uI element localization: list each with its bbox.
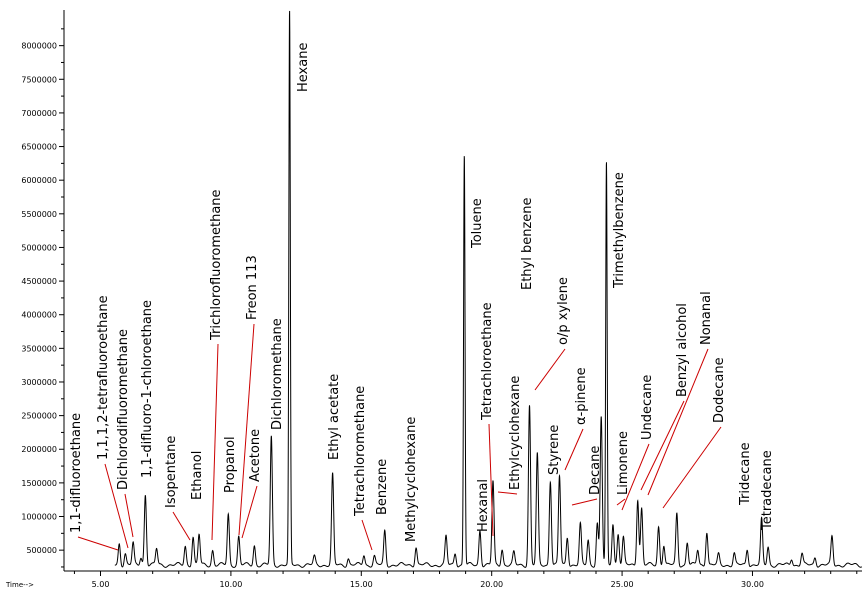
y-tick-label: 6000000: [21, 176, 57, 185]
peak-label: Ethyl benzene: [520, 197, 535, 290]
annotation-leader-line: [241, 485, 258, 539]
x-tick-label: 20.00: [480, 580, 503, 589]
annotation-leader-lines: [77, 323, 722, 551]
chart-axes: [63, 10, 862, 572]
peak-label: 1,1-difluoroethane: [69, 413, 84, 533]
annotation-leader-line: [640, 400, 685, 491]
annotation-leader-line: [211, 343, 219, 541]
peak-label: o/p xylene: [556, 277, 571, 345]
y-tick-label: 3000000: [21, 378, 57, 387]
y-tick-label: 1500000: [21, 479, 57, 488]
x-tick-label: 5.00: [92, 580, 110, 589]
y-tick-label: 5500000: [21, 210, 57, 219]
peak-label: Limonene: [616, 431, 631, 495]
annotation-leader-line: [621, 443, 650, 511]
y-tick-label: 7500000: [21, 75, 57, 84]
peak-label: Trimethylbenzene: [612, 172, 627, 289]
x-tick-label: 30.00: [741, 580, 764, 589]
peak-label: 1,1,1,2-tetrafluoroethane: [96, 295, 111, 460]
peak-label: Dichlorodifluoromethane: [116, 329, 131, 490]
peak-label: Propanol: [223, 436, 238, 493]
y-tick-label: 1000000: [21, 513, 57, 522]
peak-label: 1,1-difluoro-1-chloroethane: [140, 300, 155, 478]
annotation-leader-line: [77, 536, 119, 551]
peak-label: Acetone: [248, 429, 263, 482]
peak-label: Ethanol: [190, 451, 205, 500]
annotation-leader-line: [564, 428, 584, 471]
y-tick-label: 4500000: [21, 277, 57, 286]
peak-label: Toluene: [470, 198, 485, 249]
peak-label: Ethylcyclohexane: [508, 376, 523, 490]
peak-label: α-pinene: [574, 367, 589, 425]
x-tick-label: 15.00: [350, 580, 373, 589]
x-axis-ticks: 5.00 10.00 15.00 20.00 25.00 30.00: [73, 571, 858, 589]
y-tick-label: 7000000: [21, 109, 57, 118]
peak-label: Styrene: [547, 425, 562, 475]
annotation-leader-line: [124, 493, 134, 538]
peak-labels: 1,1-difluoroethane 1,1,1,2-tetrafluoroeth…: [69, 43, 775, 542]
x-tick-label: 10.00: [219, 580, 242, 589]
peak-label: Ethyl acetate: [327, 374, 342, 460]
annotation-leader-line: [361, 519, 373, 551]
peak-label: Tridecane: [738, 442, 753, 506]
annotation-leader-line: [104, 463, 129, 549]
y-tick-label: 500000: [26, 546, 57, 555]
y-tick-label: 6500000: [21, 143, 57, 152]
y-tick-label: 2500000: [21, 412, 57, 421]
y-tick-label: 4000000: [21, 311, 57, 320]
peak-label: Benzyl alcohol: [675, 303, 690, 397]
y-tick-label: 8000000: [21, 42, 57, 51]
peak-label: Dichloromethane: [270, 318, 285, 430]
peak-label: Hexane: [296, 43, 311, 92]
peak-label: Freon 113: [245, 255, 260, 320]
x-axis-label: Time-->: [5, 581, 34, 589]
chromatogram-trace: [114, 10, 863, 568]
peak-label: Tetrachloromethane: [353, 386, 368, 517]
annotation-leader-line: [238, 323, 255, 536]
peak-label: Hexanal: [476, 479, 491, 532]
annotation-leader-line: [534, 348, 566, 391]
peak-label: Isopentane: [164, 436, 179, 508]
y-tick-label: 3500000: [21, 344, 57, 353]
y-tick-label: 2000000: [21, 445, 57, 454]
y-axis-ticks: 500000 1000000 1500000 2000000 2500000 300000…: [21, 28, 64, 568]
annotation-leader-line: [571, 498, 598, 506]
peak-label: Methylcyclohexane: [404, 417, 419, 542]
peak-label: Decane: [588, 446, 603, 495]
peak-label: Trichlorofluoromethane: [209, 189, 224, 341]
peak-label: Nonanal: [699, 291, 714, 345]
peak-label: Tetrachloroethane: [480, 302, 495, 421]
annotation-leader-line: [616, 498, 626, 506]
annotation-leader-line: [647, 348, 709, 496]
y-tick-label: 5000000: [21, 243, 57, 252]
peak-label: Dodecane: [712, 357, 727, 423]
annotation-leader-line: [497, 491, 518, 495]
peak-label: Benzene: [375, 459, 390, 515]
annotation-leader-line: [662, 426, 722, 509]
x-tick-label: 25.00: [611, 580, 634, 589]
annotation-leader-line: [488, 423, 494, 537]
annotation-leader-line: [172, 511, 191, 541]
peak-label: Tetradecane: [760, 450, 775, 531]
peak-label: Undecane: [640, 375, 655, 440]
